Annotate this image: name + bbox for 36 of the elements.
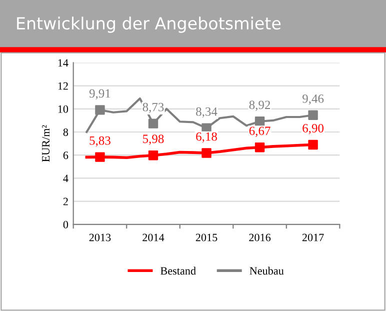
data-label: 8,34 [196,107,218,118]
y-tick-label: 12 [58,82,68,90]
point [95,105,105,115]
y-axis-title: EUR/m² [42,125,50,162]
point [308,110,318,120]
x-tick-label: 2013 [89,234,111,242]
point [148,150,158,160]
point [254,116,265,126]
x-tick-label: 2017 [302,234,324,242]
data-label: 5,98 [143,134,164,145]
data-label: 5,83 [90,136,110,147]
point [95,152,105,162]
point [148,118,158,128]
x-tick-label: 2014 [142,234,164,242]
y-tick-label: 0 [63,220,68,228]
y-tick-label: 8 [63,128,68,136]
data-label: 9,91 [89,89,110,100]
data-label: 6,18 [196,132,217,143]
data-label: 8,73 [142,102,164,114]
y-tick-label: 14 [58,59,68,67]
point [254,142,265,152]
y-tick-label: 4 [63,174,68,182]
chart-title: Entwicklung der Angebotsmiete [17,16,281,33]
data-label: 6,90 [302,124,324,134]
x-tick-label: 2015 [196,234,218,242]
y-tick-label: 2 [63,198,68,206]
data-label: 8,92 [249,100,270,111]
y-tick-label: 10 [58,105,68,113]
point [308,140,318,150]
point [202,148,212,158]
y-tick-label: 6 [63,152,68,160]
data-label: 6,67 [249,126,270,137]
legend-label: Bestand [160,266,196,275]
data-label: 9,46 [302,94,324,105]
legend-label: Neubau [250,266,284,275]
x-tick-label: 2016 [249,234,271,242]
